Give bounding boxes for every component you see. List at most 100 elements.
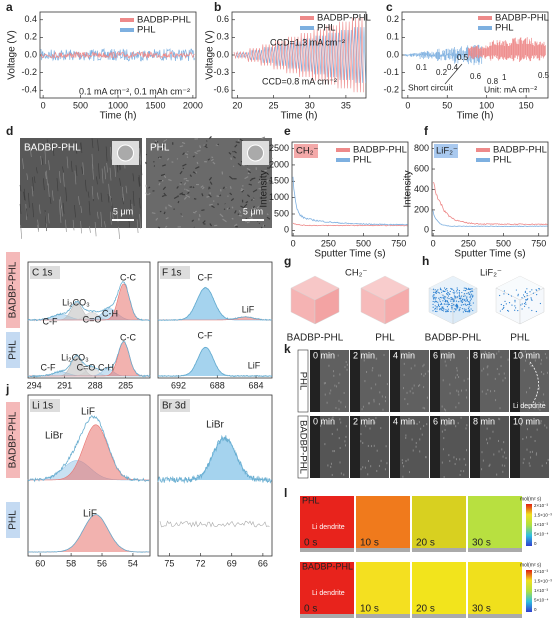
texture [498, 350, 500, 353]
texture [496, 352, 498, 355]
texture [23, 191, 25, 201]
texture [72, 219, 75, 231]
texture [201, 186, 205, 190]
cube-dot [442, 290, 444, 292]
texture [544, 424, 546, 427]
texture [448, 454, 450, 457]
legend-entry: BADBP-PHL [493, 145, 547, 156]
peak-label: LiBr [45, 431, 63, 442]
texture [100, 211, 103, 228]
texture [336, 428, 338, 431]
texture [20, 224, 22, 239]
curve [432, 210, 548, 228]
annotation: 0.6 [470, 72, 482, 81]
texture [330, 462, 332, 465]
time-label: 10 min [513, 416, 540, 426]
texture [538, 387, 540, 390]
texture [154, 139, 158, 143]
texture [442, 379, 444, 382]
texture [166, 157, 170, 161]
peak-label: LiBr [206, 420, 224, 431]
texture [538, 386, 540, 389]
texture [237, 162, 242, 167]
texture [162, 164, 167, 167]
y-axis-label: Voltage (V) [7, 30, 18, 79]
cube-dot [451, 306, 453, 309]
texture [200, 185, 204, 188]
texture [378, 464, 380, 467]
cube-dot [432, 295, 434, 297]
electrode [320, 416, 349, 478]
texture [208, 203, 213, 206]
cube-dot [461, 308, 464, 310]
substrate [412, 548, 466, 552]
cube-label: PHL [375, 333, 395, 344]
peak [158, 437, 273, 481]
texture [98, 163, 100, 179]
x-tick-label: 688 [210, 380, 225, 390]
texture [208, 136, 212, 140]
cube-dot [456, 287, 458, 289]
cube-dot [453, 298, 455, 300]
texture [373, 400, 375, 403]
texture [380, 427, 382, 430]
annotation: 0.8 [487, 77, 499, 86]
y-tick-label: 0.0 [386, 49, 399, 59]
cube-dot [536, 294, 538, 296]
texture [482, 459, 484, 462]
cube-dot [462, 311, 464, 313]
cube-dot [432, 300, 434, 303]
texture [202, 220, 206, 224]
texture [385, 396, 387, 399]
texture [158, 157, 161, 160]
texture [530, 456, 532, 459]
cube-dot [432, 303, 434, 305]
row-label: BADBP-PHL [8, 261, 19, 318]
texture [186, 156, 189, 158]
texture [208, 194, 212, 198]
texture [488, 464, 490, 467]
panel-letter: e [284, 124, 291, 138]
cube-dot [456, 303, 458, 305]
cube-dot [434, 296, 436, 298]
texture [449, 383, 451, 386]
cube-dot [447, 292, 449, 294]
texture [244, 176, 249, 180]
texture [450, 358, 452, 361]
texture [459, 473, 461, 476]
image-label: PHL [150, 143, 170, 154]
texture [411, 354, 413, 357]
texture [415, 445, 417, 448]
texture [110, 211, 112, 225]
texture [385, 445, 387, 448]
texture [488, 419, 490, 422]
texture [525, 436, 527, 439]
cube-dot [445, 309, 447, 311]
texture [271, 157, 273, 160]
texture [529, 353, 531, 356]
texture [536, 452, 538, 455]
panel-letter: a [6, 0, 13, 14]
cube-dot [439, 296, 441, 299]
cube-dot [439, 304, 442, 306]
cube-dot [531, 299, 533, 302]
cube-dot [526, 294, 528, 297]
cube-dot [445, 303, 447, 305]
texture [463, 379, 465, 382]
texture [386, 462, 388, 465]
cube-dot [457, 306, 459, 308]
texture [233, 223, 238, 227]
cube-dot [450, 305, 452, 307]
x-tick-label: 294 [27, 380, 42, 390]
cube-dot [438, 305, 440, 308]
y-tick-label: 0.2 [386, 14, 399, 24]
cube-dot [449, 290, 451, 293]
texture [252, 198, 255, 201]
cube-dot [511, 304, 513, 306]
peak-label: C-C [120, 272, 136, 282]
texture [360, 440, 362, 443]
texture [131, 203, 134, 217]
texture [216, 195, 220, 198]
panel-letter: b [214, 0, 221, 14]
y-tick-label: 0.0 [216, 49, 229, 59]
